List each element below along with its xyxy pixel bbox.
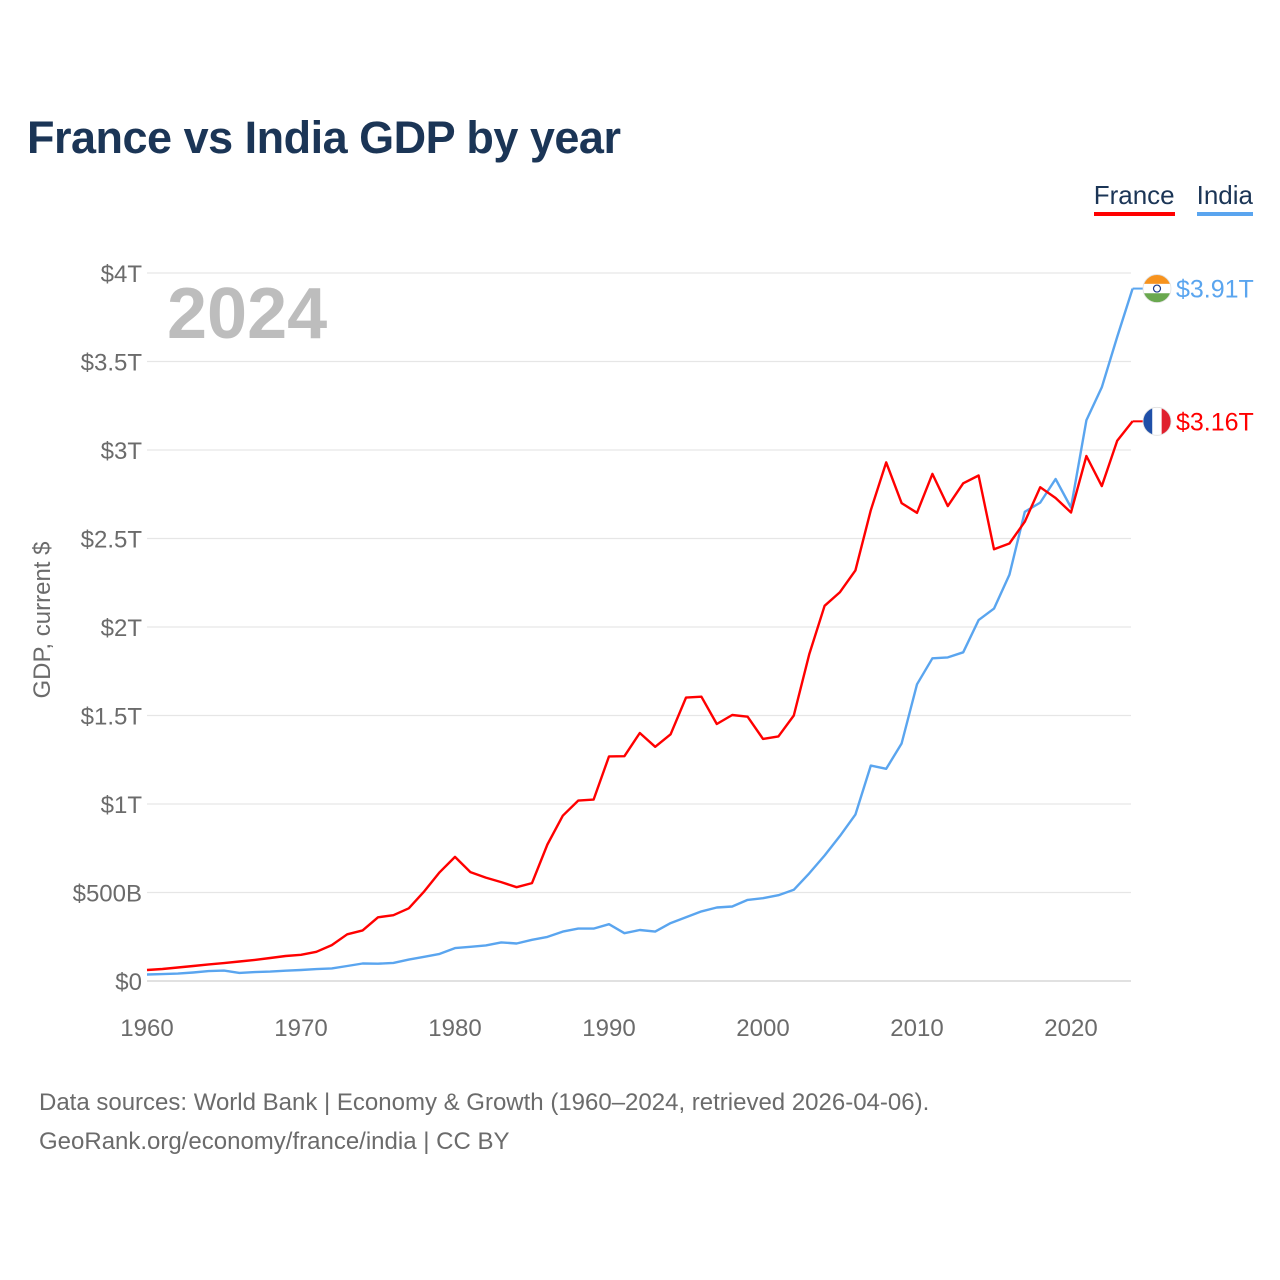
y-tick-label: $2T <box>101 615 143 642</box>
end-value-label-india: $3.91T <box>1176 276 1254 304</box>
y-tick-label: $1T <box>101 792 143 819</box>
france-flag-icon <box>1142 406 1172 436</box>
footer: Data sources: World Bank | Economy & Gro… <box>39 1083 929 1161</box>
y-axis-label: GDP, current $ <box>29 542 56 699</box>
x-axis-ticks: 1960 1970 1980 1990 2000 2010 2020 <box>120 1015 1097 1042</box>
legend: France India <box>1093 180 1253 216</box>
y-tick-label: $3.5T <box>81 350 143 377</box>
india-flag-icon <box>1142 274 1172 303</box>
x-tick-label: 1960 <box>120 1015 173 1042</box>
x-tick-label: 2000 <box>736 1015 789 1042</box>
footer-link[interactable]: GeoRank.org/economy/france/india | CC BY <box>39 1128 510 1155</box>
y-tick-label: $500B <box>73 881 142 908</box>
series-lines <box>146 288 1134 976</box>
series-line-india <box>146 288 1134 976</box>
gridlines <box>147 272 1131 982</box>
x-tick-label: 1990 <box>582 1015 635 1042</box>
x-tick-label: 1980 <box>428 1015 481 1042</box>
series-line-france <box>146 420 1134 972</box>
y-tick-label: $3T <box>101 438 143 465</box>
footer-sources: Data sources: World Bank | Economy & Gro… <box>39 1089 930 1116</box>
y-tick-label: $4T <box>101 261 143 288</box>
chart-title: France vs India GDP by year <box>27 112 621 163</box>
y-tick-label: $0 <box>115 969 142 996</box>
y-tick-label: $2.5T <box>81 527 143 554</box>
y-tick-label: $1.5T <box>81 704 143 731</box>
x-tick-label: 2020 <box>1044 1015 1097 1042</box>
end-value-label-france: $3.16T <box>1176 408 1254 436</box>
series-end-labels: $3.91T $3.16T <box>1132 274 1254 436</box>
legend-france[interactable]: France <box>1093 180 1175 216</box>
highlight-year: 2024 <box>167 274 327 354</box>
x-tick-label: 2010 <box>890 1015 943 1042</box>
y-axis-ticks: $0 $500B $1T $1.5T $2T $2.5T $3T $3.5T $4T <box>73 261 143 996</box>
x-tick-label: 1970 <box>274 1015 327 1042</box>
legend-india[interactable]: India <box>1196 180 1253 216</box>
